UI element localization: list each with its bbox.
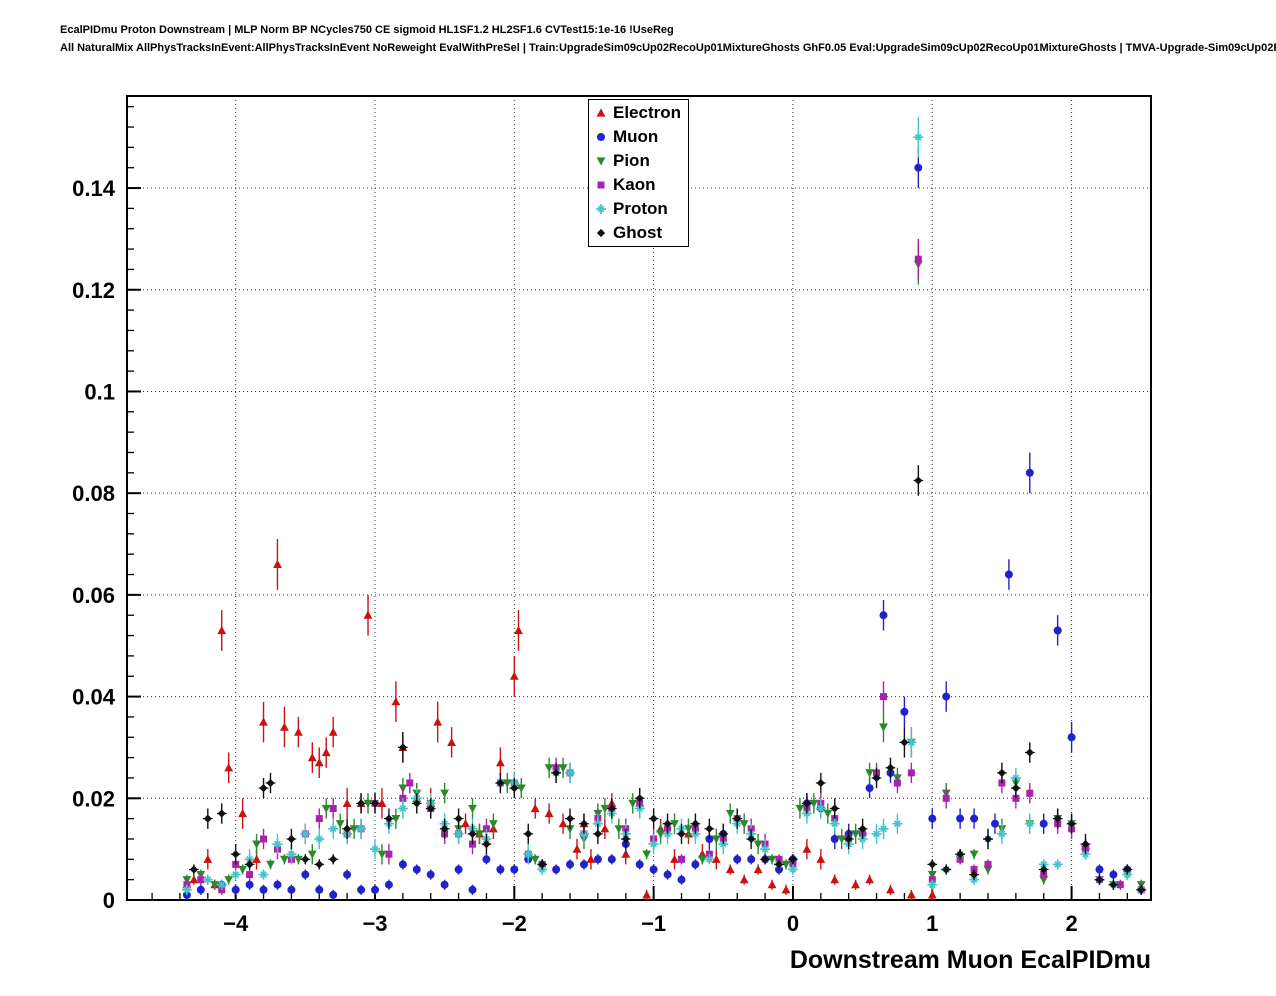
- svg-text:2: 2: [1065, 911, 1077, 936]
- legend-item-muon: Muon: [589, 125, 688, 149]
- legend-item-pion: Pion: [589, 149, 688, 173]
- legend-item-electron: Electron: [589, 101, 688, 125]
- svg-text:−1: −1: [641, 911, 666, 936]
- legend-item-ghost: Ghost: [589, 221, 688, 245]
- svg-text:0.14: 0.14: [72, 176, 116, 201]
- svg-text:0.1: 0.1: [84, 379, 115, 404]
- svg-text:0.04: 0.04: [72, 685, 116, 710]
- muon-marker-icon: [597, 133, 605, 141]
- svg-text:0: 0: [103, 888, 115, 913]
- legend-item-kaon: Kaon: [589, 173, 688, 197]
- legend-item-proton: Proton: [589, 197, 688, 221]
- proton-marker-icon: [596, 204, 606, 214]
- legend-label-proton: Proton: [613, 199, 668, 218]
- svg-text:−3: −3: [362, 911, 387, 936]
- svg-text:0.12: 0.12: [72, 278, 115, 303]
- x-axis-title: Downstream Muon EcalPIDmu: [789, 946, 1151, 974]
- svg-text:−2: −2: [502, 911, 527, 936]
- svg-text:0: 0: [787, 911, 799, 936]
- legend-label-ghost: Ghost: [613, 223, 663, 242]
- svg-text:0.06: 0.06: [72, 583, 115, 608]
- legend: Electron Muon Pion Kaon Proton Ghost: [588, 99, 689, 247]
- svg-text:0.02: 0.02: [72, 786, 115, 811]
- plot-title: EcalPIDmu Proton Downstream | MLP Norm B…: [60, 24, 674, 36]
- svg-text:−4: −4: [223, 911, 249, 936]
- ghost-marker-icon: [596, 228, 606, 238]
- svg-text:1: 1: [926, 911, 938, 936]
- svg-text:0.08: 0.08: [72, 481, 115, 506]
- pion-marker-icon: [596, 157, 606, 166]
- legend-label-electron: Electron: [613, 103, 682, 122]
- plot-subtitle: All NaturalMix AllPhysTracksInEvent:AllP…: [60, 42, 1276, 54]
- kaon-marker-icon: [597, 181, 605, 189]
- electron-marker-icon: [596, 108, 606, 117]
- legend-label-kaon: Kaon: [613, 175, 656, 194]
- legend-label-muon: Muon: [613, 127, 659, 146]
- legend-label-pion: Pion: [613, 151, 650, 170]
